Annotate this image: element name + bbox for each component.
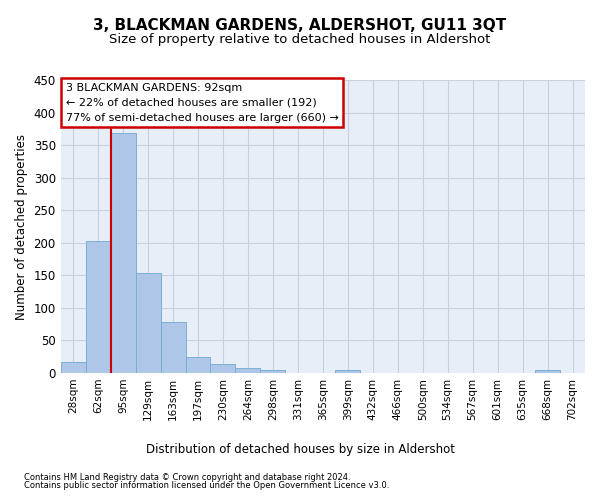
Bar	[110, 134, 136, 373]
Y-axis label: Number of detached properties: Number of detached properties	[15, 134, 28, 320]
Bar	[535, 370, 560, 373]
Bar	[161, 322, 185, 373]
Bar	[211, 364, 235, 373]
Bar	[260, 370, 286, 373]
Text: 3 BLACKMAN GARDENS: 92sqm
← 22% of detached houses are smaller (192)
77% of semi: 3 BLACKMAN GARDENS: 92sqm ← 22% of detac…	[66, 83, 339, 122]
Text: Distribution of detached houses by size in Aldershot: Distribution of detached houses by size …	[146, 442, 455, 456]
Text: Contains HM Land Registry data © Crown copyright and database right 2024.: Contains HM Land Registry data © Crown c…	[24, 472, 350, 482]
Bar	[235, 368, 260, 373]
Text: 3, BLACKMAN GARDENS, ALDERSHOT, GU11 3QT: 3, BLACKMAN GARDENS, ALDERSHOT, GU11 3QT	[94, 18, 506, 32]
Bar	[86, 242, 110, 373]
Bar	[185, 358, 211, 373]
Bar	[335, 370, 360, 373]
Bar	[61, 362, 86, 373]
Text: Contains public sector information licensed under the Open Government Licence v3: Contains public sector information licen…	[24, 481, 389, 490]
Bar	[136, 272, 161, 373]
Text: Size of property relative to detached houses in Aldershot: Size of property relative to detached ho…	[109, 32, 491, 46]
